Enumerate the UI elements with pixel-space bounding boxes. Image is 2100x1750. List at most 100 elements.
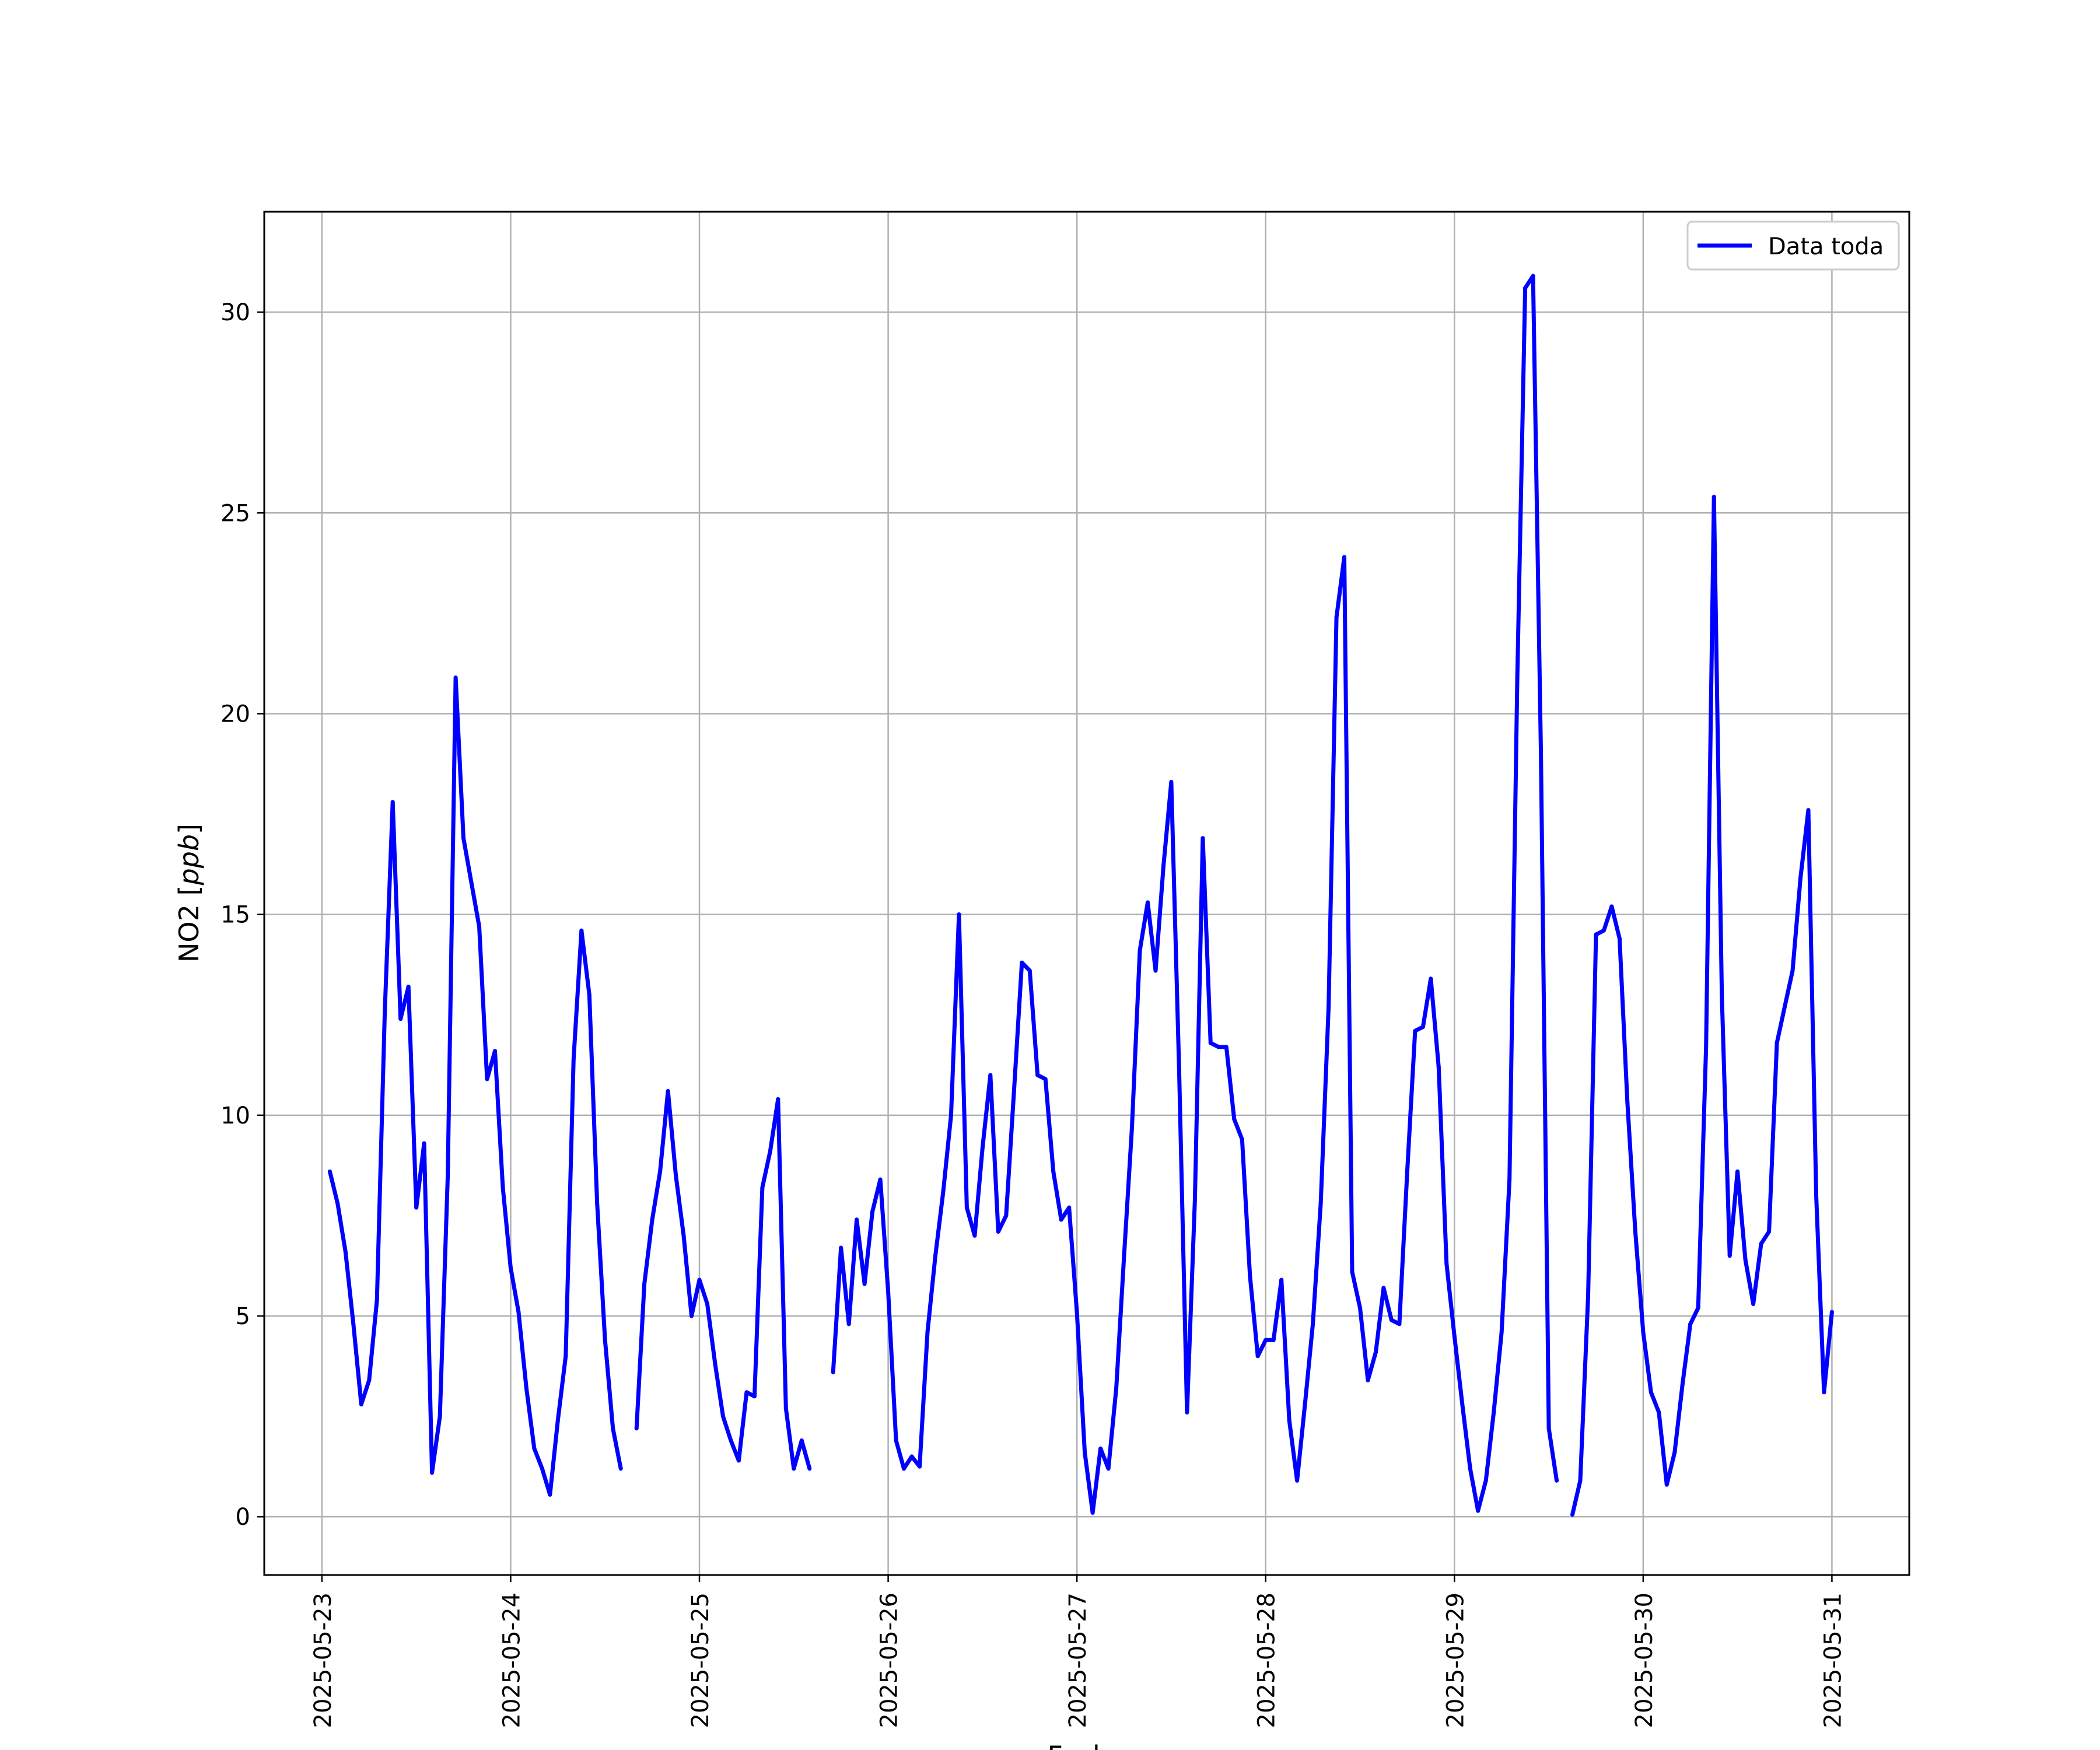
- data-point: [390, 800, 395, 804]
- data-point: [1090, 1510, 1095, 1515]
- data-point: [1200, 836, 1205, 841]
- series-line: [1570, 495, 1834, 1516]
- x-axis-label: Fecha: [1048, 1740, 1126, 1750]
- data-point: [1586, 1294, 1590, 1298]
- data-point: [1594, 932, 1598, 937]
- data-point: [398, 1017, 403, 1021]
- data-point: [713, 1362, 718, 1367]
- data-point: [1452, 1334, 1457, 1338]
- data-point: [744, 1390, 749, 1395]
- data-point: [925, 1330, 930, 1334]
- data-point: [579, 928, 584, 933]
- data-point: [1578, 1478, 1583, 1483]
- data-point: [438, 1414, 442, 1419]
- plot-area: [264, 212, 1909, 1575]
- data-point: [532, 1446, 537, 1451]
- data-point: [1476, 1508, 1480, 1513]
- legend-box: [1686, 220, 1900, 271]
- data-point: [1444, 1262, 1449, 1266]
- data-point: [972, 1233, 977, 1238]
- data-point: [1767, 1229, 1772, 1234]
- data-point: [446, 1173, 450, 1178]
- data-point: [1074, 1310, 1079, 1314]
- data-point: [1601, 928, 1606, 933]
- data-point: [870, 1209, 875, 1214]
- x-tick-label: 2025-05-30: [1631, 1592, 1658, 1728]
- data-point: [1138, 949, 1142, 953]
- data-point: [1648, 1390, 1653, 1395]
- data-point: [1625, 1101, 1630, 1105]
- data-point: [1043, 1077, 1048, 1082]
- data-point: [1295, 1478, 1300, 1483]
- data-point: [1208, 1041, 1213, 1045]
- data-point: [1657, 1410, 1661, 1415]
- data-point: [902, 1466, 906, 1471]
- data-point: [1397, 1322, 1402, 1326]
- data-point: [1570, 1513, 1574, 1517]
- data-point: [1122, 1254, 1126, 1258]
- data-point: [1240, 1137, 1244, 1142]
- data-point: [1248, 1273, 1252, 1278]
- data-point: [1609, 904, 1614, 909]
- x-tick-label: 2025-05-29: [1442, 1592, 1469, 1728]
- data-point: [909, 1454, 914, 1459]
- y-axis-label-unit: ppb: [173, 834, 205, 886]
- data-point: [1264, 1338, 1268, 1342]
- data-point: [1712, 495, 1716, 499]
- data-point: [1161, 864, 1166, 869]
- y-tick-label: 15: [220, 902, 250, 929]
- data-point: [1688, 1322, 1693, 1326]
- data-point: [453, 676, 458, 680]
- data-point: [807, 1466, 812, 1471]
- data-point: [477, 924, 481, 929]
- data-point: [776, 1097, 780, 1101]
- data-point: [1751, 1301, 1756, 1306]
- data-point: [674, 1173, 678, 1178]
- data-point: [634, 1426, 639, 1431]
- data-point: [886, 1290, 891, 1294]
- data-point: [1106, 1466, 1111, 1471]
- x-tick-label: 2025-05-26: [876, 1592, 903, 1728]
- data-point: [1287, 1418, 1292, 1423]
- data-point: [1759, 1241, 1763, 1246]
- data-point: [422, 1141, 426, 1146]
- data-point: [690, 1314, 694, 1318]
- data-point: [1735, 1169, 1740, 1174]
- data-point: [1035, 1073, 1040, 1077]
- data-point: [485, 1077, 489, 1082]
- data-point: [1216, 1045, 1221, 1049]
- data-point: [595, 1201, 600, 1206]
- data-point: [1720, 992, 1724, 997]
- y-tick-label: 20: [220, 701, 250, 727]
- data-point: [1539, 751, 1544, 756]
- data-point: [650, 1217, 654, 1222]
- data-point: [335, 1201, 340, 1206]
- data-point: [516, 1310, 521, 1314]
- data-point: [658, 1169, 663, 1174]
- data-point: [469, 880, 474, 885]
- data-point: [571, 1057, 576, 1061]
- x-tick-label: 2025-05-31: [1819, 1592, 1846, 1728]
- data-point: [1004, 1213, 1009, 1218]
- data-point: [862, 1282, 867, 1286]
- data-point: [988, 1073, 993, 1077]
- data-point: [1798, 876, 1803, 881]
- data-point: [555, 1418, 560, 1423]
- legend: Data toda: [1686, 220, 1900, 271]
- data-point: [1059, 1217, 1063, 1222]
- data-point: [564, 1354, 568, 1359]
- data-point: [1051, 1169, 1056, 1174]
- data-point: [1531, 274, 1535, 278]
- x-axis: 2025-05-23 2025-05-24 2025-05-25 2025-05-26…: [310, 1575, 1846, 1728]
- y-tick-label: 30: [220, 299, 250, 326]
- data-point: [729, 1438, 733, 1443]
- data-point: [1555, 1478, 1559, 1483]
- data-point: [611, 1426, 615, 1431]
- data-point: [1020, 960, 1024, 965]
- data-point: [1279, 1278, 1284, 1282]
- data-point: [1350, 1269, 1354, 1274]
- series-line: [327, 676, 623, 1497]
- data-point: [1318, 1201, 1323, 1206]
- data-point: [792, 1466, 796, 1471]
